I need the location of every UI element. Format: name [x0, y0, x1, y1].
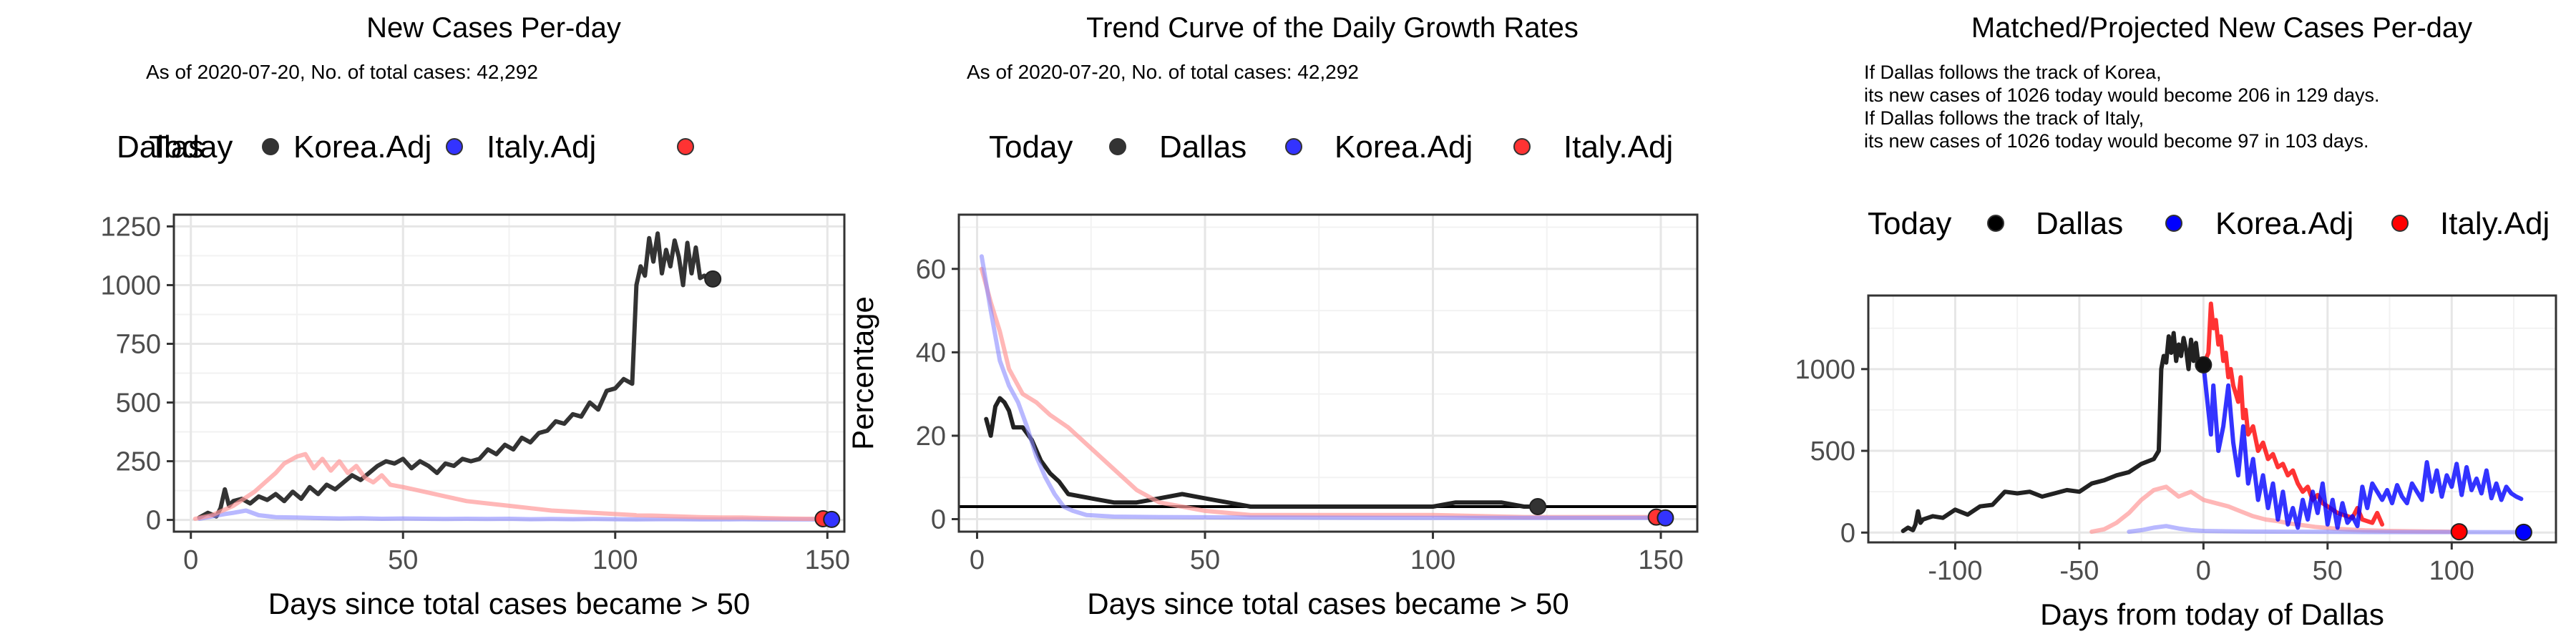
- legend-marker: [446, 138, 463, 155]
- plot-background: [959, 215, 1697, 532]
- x-tick-label: 100: [592, 545, 638, 575]
- legend-marker: [1513, 138, 1531, 155]
- legend-marker: [1987, 215, 2004, 232]
- y-tick-label: 0: [931, 505, 946, 535]
- gridlines: [174, 215, 844, 532]
- legend-label: Italy.Adj: [487, 130, 596, 165]
- y-tick-label: 0: [146, 506, 161, 536]
- plot-border: [1867, 294, 2557, 544]
- y-tick-label: 20: [916, 421, 946, 452]
- plot-border: [957, 213, 1699, 533]
- legend-marker: [1285, 138, 1302, 155]
- chart-subtitle: As of 2020-07-20, No. of total cases: 42…: [967, 61, 1359, 83]
- y-tick-label: 0: [1840, 518, 1855, 548]
- x-tick-label: 150: [1638, 545, 1683, 575]
- x-tick-label: 50: [388, 545, 418, 575]
- series-line-italy-adj: [979, 266, 1659, 519]
- legend-marker: [677, 138, 694, 155]
- annotation-line: If Dallas follows the track of Italy,: [1864, 107, 2144, 129]
- x-tick-label: 100: [2429, 556, 2474, 586]
- legend-label: Dallas: [2036, 206, 2123, 241]
- legend-label: Korea.Adj: [2215, 206, 2353, 241]
- legend-label: Italy.Adj: [2440, 206, 2550, 241]
- legend-marker: [2165, 215, 2182, 232]
- x-tick-label: -100: [1928, 556, 1982, 586]
- x-tick-label: 100: [1410, 545, 1455, 575]
- legend-label: Italy.Adj: [1563, 130, 1673, 165]
- y-tick-label: 1250: [100, 212, 161, 242]
- legend-marker: [2391, 215, 2409, 232]
- x-tick-label: 0: [970, 545, 985, 575]
- series-line-dallas: [984, 396, 1540, 509]
- panel-projected-cases: Matched/Projected New Cases Per-day If Da…: [1795, 12, 2557, 631]
- y-tick-label: 40: [916, 338, 946, 368]
- series-group: [979, 254, 1668, 520]
- legend-label: Dallas: [117, 130, 204, 165]
- series-line-dallas: [197, 231, 716, 520]
- legend-title: Today: [989, 130, 1073, 165]
- y-tick-label: 500: [116, 389, 161, 419]
- x-tick-label: 50: [1190, 545, 1220, 575]
- end-point-dallas: [704, 270, 722, 288]
- plot-border: [172, 213, 846, 533]
- legend-marker: [262, 138, 279, 155]
- end-point-korea-adj: [823, 510, 841, 528]
- end-point-korea-adj: [2514, 523, 2532, 541]
- legend-title: Today: [1868, 206, 1951, 241]
- y-axis-title: Percentage: [846, 296, 879, 450]
- chart-subtitle: As of 2020-07-20, No. of total cases: 42…: [146, 61, 538, 83]
- end-point-dallas: [1529, 498, 1547, 516]
- x-tick-label: -50: [2059, 556, 2099, 586]
- y-tick-label: 60: [916, 255, 946, 285]
- chart-title: Trend Curve of the Daily Growth Rates: [1086, 12, 1579, 44]
- legend-label: Korea.Adj: [293, 130, 431, 165]
- end-point-korea-adj: [1657, 509, 1674, 527]
- gridlines: [959, 215, 1697, 532]
- series-line-korea-adj: [979, 254, 1668, 520]
- series-line-korea-adj: [2201, 362, 2524, 530]
- legend-label: Dallas: [1159, 130, 1246, 165]
- x-axis-title: Days since total cases became > 50: [1087, 587, 1569, 620]
- end-point-italy-adj: [2450, 523, 2468, 541]
- y-tick-label: 500: [1810, 436, 1855, 467]
- legend-marker: [1109, 138, 1126, 155]
- annotation-line: its new cases of 1026 today would become…: [1864, 84, 2379, 106]
- series-line-dallas: [1901, 331, 2206, 533]
- chart-title: Matched/Projected New Cases Per-day: [1971, 12, 2472, 44]
- end-point-dallas: [2195, 356, 2212, 374]
- x-axis-title: Days since total cases became > 50: [268, 587, 751, 620]
- series-group: [192, 231, 834, 522]
- x-tick-label: 150: [805, 545, 850, 575]
- y-tick-label: 1000: [100, 270, 161, 301]
- x-tick-label: 0: [183, 545, 198, 575]
- series-line-korea-adj-past: [2127, 524, 2526, 535]
- x-tick-label: 0: [2196, 556, 2211, 586]
- y-tick-label: 750: [116, 329, 161, 359]
- series-line-italy-adj: [192, 452, 826, 521]
- y-tick-label: 1000: [1795, 355, 1855, 385]
- x-tick-label: 50: [2313, 556, 2343, 586]
- series-group: [1901, 301, 2526, 535]
- legend-label: Korea.Adj: [1335, 130, 1473, 165]
- chart-title: New Cases Per-day: [366, 12, 621, 44]
- panel-new-cases: New Cases Per-day As of 2020-07-20, No. o…: [100, 12, 850, 620]
- legend-title: Today: [149, 130, 233, 165]
- y-tick-label: 250: [116, 447, 161, 477]
- x-axis-title: Days from today of Dallas: [2040, 597, 2384, 631]
- annotation-line: its new cases of 1026 today would become…: [1864, 130, 2368, 152]
- annotation-line: If Dallas follows the track of Korea,: [1864, 62, 2162, 83]
- panel-growth-rates: Trend Curve of the Daily Growth Rates As …: [846, 12, 1699, 620]
